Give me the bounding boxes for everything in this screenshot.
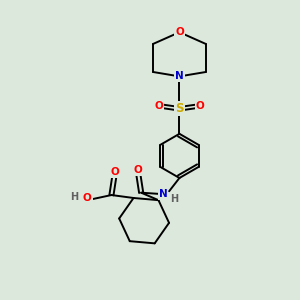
Text: O: O bbox=[134, 165, 142, 175]
Text: O: O bbox=[175, 27, 184, 37]
Text: O: O bbox=[83, 193, 92, 203]
Text: N: N bbox=[175, 71, 184, 81]
Text: O: O bbox=[196, 101, 204, 111]
Text: S: S bbox=[175, 102, 184, 115]
Text: O: O bbox=[154, 101, 163, 111]
Text: H: H bbox=[70, 192, 79, 202]
Text: N: N bbox=[159, 189, 168, 199]
Text: O: O bbox=[110, 167, 119, 177]
Text: H: H bbox=[170, 194, 178, 205]
